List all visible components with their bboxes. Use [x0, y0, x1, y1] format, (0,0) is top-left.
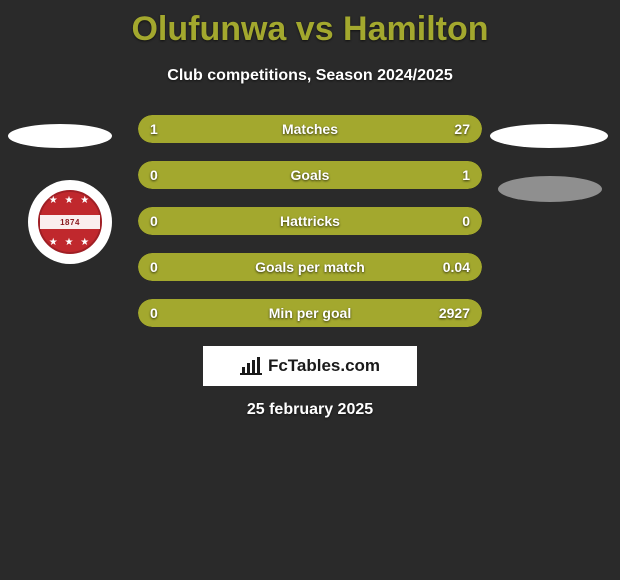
club-crest-inner: ★ ★ ★ 1874 ★ ★ ★ — [38, 190, 102, 254]
bar-chart-icon — [240, 357, 262, 375]
brand-box: FcTables.com — [202, 345, 418, 387]
stat-left-value: 0 — [150, 213, 158, 229]
stat-right-value: 0.04 — [443, 259, 470, 275]
stat-left-value: 0 — [150, 305, 158, 321]
stat-right-value: 2927 — [439, 305, 470, 321]
stat-right-value: 0 — [462, 213, 470, 229]
decor-ellipse-right-bottom — [498, 176, 602, 202]
stat-label: Matches — [282, 121, 338, 137]
footer-date: 25 february 2025 — [0, 401, 620, 419]
stat-left-value: 0 — [150, 259, 158, 275]
club-crest: ★ ★ ★ 1874 ★ ★ ★ — [28, 180, 112, 264]
stat-row-min-per-goal: 0 Min per goal 2927 — [138, 299, 482, 327]
stat-label: Goals — [291, 167, 330, 183]
stat-row-hattricks: 0 Hattricks 0 — [138, 207, 482, 235]
crest-stars-bottom: ★ ★ ★ — [49, 238, 91, 248]
stat-label: Goals per match — [255, 259, 365, 275]
stat-row-matches: 1 Matches 27 — [138, 115, 482, 143]
stat-left-value: 1 — [150, 121, 158, 137]
decor-ellipse-right-top — [490, 124, 608, 148]
page-subtitle: Club competitions, Season 2024/2025 — [0, 67, 620, 85]
brand-text: FcTables.com — [268, 356, 380, 376]
stat-label: Min per goal — [269, 305, 351, 321]
stat-row-goals-per-match: 0 Goals per match 0.04 — [138, 253, 482, 281]
stats-container: 1 Matches 27 0 Goals 1 0 Hattricks 0 0 G… — [138, 115, 482, 327]
page-title: Olufunwa vs Hamilton — [0, 0, 620, 49]
stat-label: Hattricks — [280, 213, 340, 229]
stat-left-value: 0 — [150, 167, 158, 183]
stat-right-value: 1 — [462, 167, 470, 183]
stat-row-goals: 0 Goals 1 — [138, 161, 482, 189]
decor-ellipse-left — [8, 124, 112, 148]
crest-stars-top: ★ ★ ★ — [49, 196, 91, 206]
crest-year-band: 1874 — [40, 215, 100, 229]
stat-right-value: 27 — [454, 121, 470, 137]
